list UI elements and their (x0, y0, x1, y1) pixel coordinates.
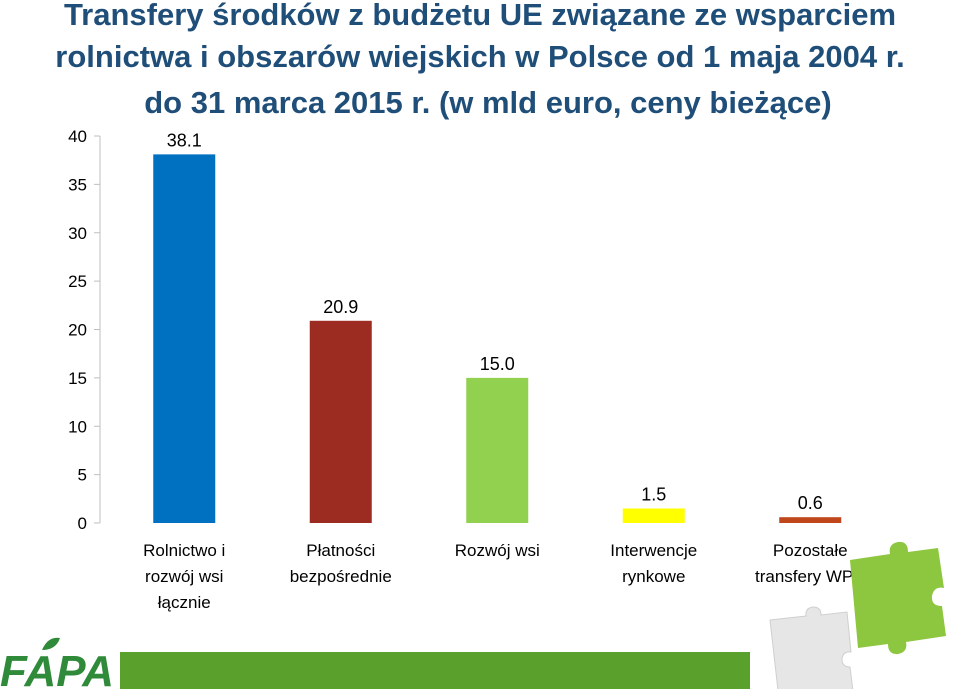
y-tick-label: 35 (68, 175, 87, 194)
data-labels: 38.1 20.9 15.0 1.5 0.6 (167, 130, 823, 513)
chart-title: Transfery środków z budżetu UE związane … (55, 0, 904, 120)
footer-bar (120, 652, 750, 689)
y-axis: 0 5 10 15 20 25 30 35 40 (68, 127, 101, 533)
y-tick-label: 30 (68, 224, 87, 243)
fapa-logo: FAPA (0, 637, 114, 689)
category-label: Pozostałe (773, 541, 848, 560)
data-label: 0.6 (798, 493, 823, 513)
title-line-1: Transfery środków z budżetu UE związane … (64, 0, 896, 32)
category-label: Rolnictwo i (143, 541, 225, 560)
footer: FAPA (0, 541, 946, 689)
bar (779, 517, 842, 523)
y-tick-label: 25 (68, 272, 87, 291)
y-tick-label: 20 (68, 321, 87, 340)
data-label: 15.0 (480, 354, 515, 374)
bars (153, 154, 842, 523)
fapa-logo-text: FAPA (0, 647, 114, 689)
data-label: 20.9 (323, 297, 358, 317)
bar (622, 508, 685, 523)
bar (153, 154, 216, 523)
category-label: bezpośrednie (290, 567, 392, 586)
category-label: transfery WPR (755, 567, 866, 586)
y-tick-label: 10 (68, 417, 87, 436)
leaf-icon (42, 637, 60, 650)
y-tick-label: 15 (68, 369, 87, 388)
title-line-3: do 31 marca 2015 r. (w mld euro, ceny bi… (144, 85, 831, 120)
category-label: rozwój wsi (145, 567, 223, 586)
data-label: 38.1 (167, 130, 202, 150)
category-label: Rozwój wsi (455, 541, 540, 560)
y-tick-label: 5 (78, 466, 87, 485)
category-label: rynkowe (622, 567, 685, 586)
data-label: 1.5 (641, 484, 666, 504)
puzzle-piece-green (850, 541, 946, 655)
puzzle-piece-gray (769, 606, 854, 689)
bar (466, 377, 529, 523)
title-line-2: rolnictwa i obszarów wiejskich w Polsce … (55, 39, 904, 74)
y-tick-label: 0 (78, 514, 87, 533)
y-tick-label: 40 (68, 127, 87, 146)
category-label: łącznie (158, 593, 211, 612)
category-label: Interwencje (610, 541, 697, 560)
bar (309, 320, 372, 523)
category-labels: Rolnictwo i rozwój wsi łącznie Płatności bez… (143, 541, 865, 612)
puzzle-pieces-icon (769, 541, 946, 689)
category-label: Płatności (306, 541, 375, 560)
